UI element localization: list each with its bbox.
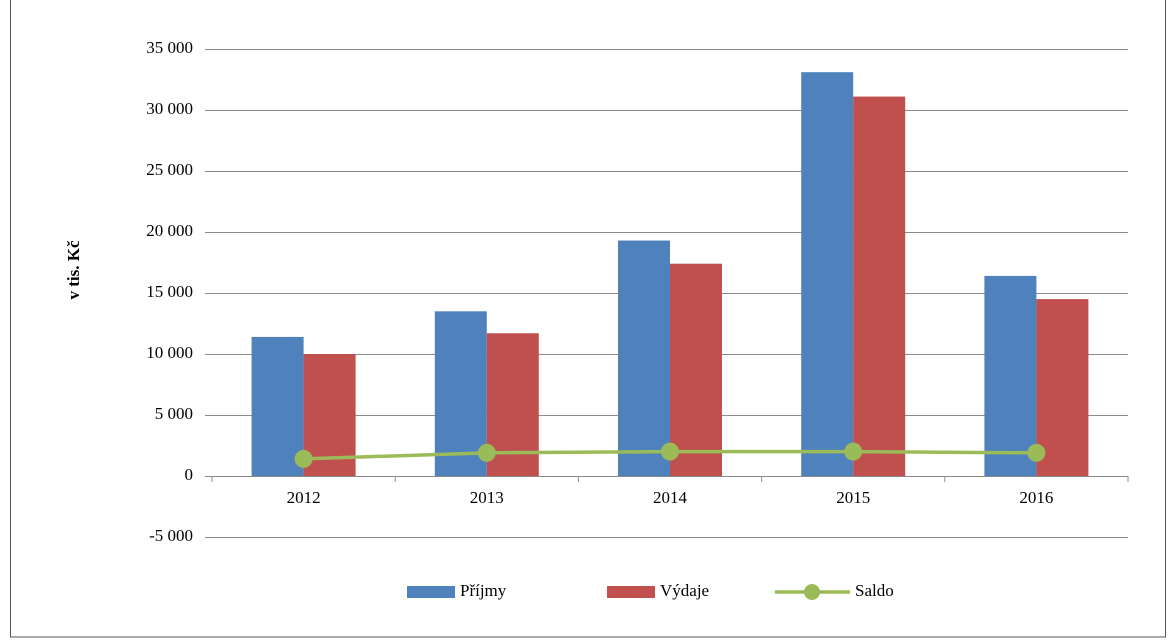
point <box>1027 443 1046 462</box>
point <box>661 442 679 461</box>
x-tick-label: 2016 <box>1019 488 1053 507</box>
y-tick-label: -5 000 <box>149 526 193 545</box>
y-tick-label: 15 000 <box>146 282 193 301</box>
legend-label: Výdaje <box>660 581 709 600</box>
legend-swatch <box>407 586 455 598</box>
x-tick-label: 2015 <box>836 488 870 507</box>
bar <box>801 72 854 477</box>
legend-swatch <box>804 584 820 600</box>
y-tick-label: 5 000 <box>155 404 193 423</box>
x-tick-label: 2012 <box>287 488 321 507</box>
point <box>477 443 496 462</box>
y-axis-label: v tis. Kč <box>64 240 83 299</box>
y-tick-label: 30 000 <box>146 99 193 118</box>
bar <box>670 263 722 476</box>
chart-frame <box>10 0 1166 638</box>
bar <box>984 275 1037 476</box>
bar <box>1036 299 1089 476</box>
legend-swatch <box>607 586 655 598</box>
point <box>294 449 313 468</box>
point <box>844 442 863 461</box>
y-tick-label: 35 000 <box>146 38 193 57</box>
legend-label: Příjmy <box>460 581 507 600</box>
x-tick-label: 2013 <box>470 488 504 507</box>
bar <box>251 336 304 476</box>
y-tick-label: 25 000 <box>146 160 193 179</box>
x-tick-label: 2014 <box>653 488 688 507</box>
legend-label: Saldo <box>855 581 894 600</box>
bar <box>434 311 487 476</box>
y-tick-label: 10 000 <box>146 343 193 362</box>
y-tick-label: 0 <box>185 465 194 484</box>
bar <box>303 354 356 476</box>
y-tick-label: 20 000 <box>146 221 193 240</box>
bar <box>853 96 906 476</box>
bar <box>618 240 670 476</box>
